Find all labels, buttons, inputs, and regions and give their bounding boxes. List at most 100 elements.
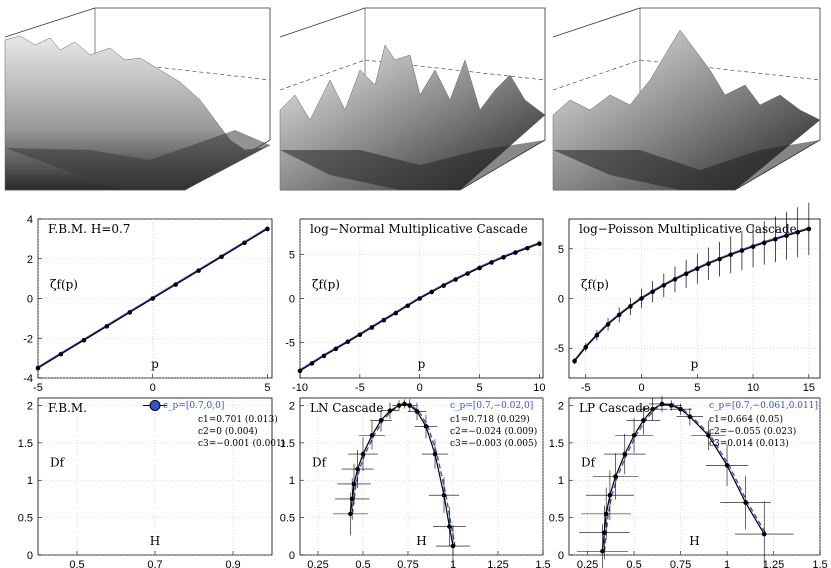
- data-point: [728, 252, 734, 258]
- x-tick-label: 5: [476, 382, 482, 394]
- x-tick-label: 1.25: [763, 559, 784, 568]
- coefficient-3: c3=0.014 (0.013): [709, 438, 789, 449]
- data-point: [381, 317, 387, 323]
- fit-label: c_p=[0.7,−0.061,0.011]: [709, 401, 818, 411]
- data-point: [583, 344, 589, 350]
- x-tick-label: 1.5: [812, 559, 827, 568]
- chart-title: LN Cascade: [310, 401, 383, 415]
- y-tick-label: -4: [23, 373, 33, 385]
- x-tick-label: 5: [264, 382, 270, 394]
- x-tick-label: 0.7: [147, 559, 162, 568]
- surface-plot-fbm: [4, 7, 271, 191]
- y-tick-label: 2: [27, 400, 33, 412]
- data-point: [650, 406, 655, 412]
- y-axis-label: Df: [50, 456, 66, 470]
- data-point: [724, 462, 730, 468]
- y-tick-label: 1: [558, 475, 564, 487]
- data-point: [387, 408, 393, 414]
- x-tick-label: 0: [150, 382, 156, 394]
- x-tick-label: 0.25: [577, 559, 598, 568]
- data-point: [405, 303, 411, 309]
- x-axis-label: p: [418, 357, 426, 371]
- x-tick-label: 0.75: [397, 559, 418, 568]
- data-point: [706, 433, 711, 438]
- data-point: [784, 233, 789, 238]
- data-point: [659, 401, 665, 407]
- coefficient-2: c2=−0.055 (0.023): [709, 426, 796, 437]
- coefficient-1: c1=0.718 (0.029): [450, 414, 530, 425]
- y-tick-label: 1.5: [280, 438, 295, 450]
- data-point: [683, 271, 689, 277]
- data-point: [447, 524, 452, 529]
- data-point: [795, 230, 800, 235]
- data-point: [687, 414, 693, 419]
- y-tick-label: 0: [289, 550, 295, 562]
- y-tick-label: 0: [27, 294, 33, 306]
- coefficient-1: c1=0.701 (0.013): [198, 414, 278, 425]
- data-point: [594, 332, 600, 338]
- data-point: [672, 277, 678, 282]
- data-point: [417, 296, 423, 301]
- data-point: [423, 424, 429, 429]
- coefficient-3: c3=−0.001 (0.001): [198, 438, 285, 449]
- x-tick-label: 1.5: [535, 559, 550, 568]
- data-point: [668, 403, 674, 408]
- data-point: [650, 289, 655, 295]
- chart-title: log−Normal Multiplicative Cascade: [310, 222, 528, 236]
- y-tick-label: 1.5: [549, 438, 564, 450]
- y-tick-label: -2: [23, 333, 33, 345]
- chart-title: F.B.M. H=0.7: [48, 222, 130, 236]
- y-tick-label: 2: [27, 254, 33, 266]
- data-point: [743, 500, 748, 505]
- surface-plot-ln: [279, 7, 546, 191]
- data-point: [717, 256, 722, 262]
- data-point: [58, 351, 64, 357]
- data-point: [357, 332, 363, 338]
- data-point: [196, 268, 201, 273]
- data-point: [149, 399, 161, 411]
- data-point: [355, 466, 360, 472]
- series-line: [574, 228, 809, 362]
- data-point: [489, 260, 494, 265]
- data-point: [393, 310, 399, 316]
- data-point: [628, 304, 633, 309]
- data-point: [450, 543, 456, 549]
- data-point: [761, 240, 767, 246]
- data-point: [639, 296, 644, 301]
- data-point: [104, 324, 110, 329]
- data-point: [761, 531, 767, 537]
- data-point: [432, 451, 438, 457]
- coefficient-2: c2=−0.024 (0.009): [450, 426, 537, 437]
- data-point: [441, 283, 446, 288]
- data-point: [525, 245, 530, 251]
- x-tick-label: 0.25: [307, 559, 328, 568]
- chart-panel-7: 0.25 0.5 0.75 1 1.25 1.500.511.52 LN CascadeHD…: [280, 397, 551, 568]
- chart-panel-4: -10 -5 0 5 10 -5 0 5 log−Normal Multiplicative C…: [285, 218, 546, 394]
- y-tick-label: 5: [558, 244, 564, 256]
- data-point: [537, 241, 542, 247]
- data-point: [616, 312, 622, 318]
- data-point: [607, 492, 613, 498]
- y-tick-label: 4: [27, 214, 33, 226]
- data-point: [360, 451, 366, 457]
- data-point: [127, 310, 133, 315]
- data-point: [678, 406, 683, 412]
- y-tick-label: 0.5: [549, 513, 564, 525]
- series-line: [349, 403, 454, 547]
- data-point: [739, 248, 745, 253]
- surface-plot-lp: [552, 7, 821, 191]
- y-axis-label: Df: [581, 456, 597, 470]
- data-point: [351, 481, 357, 487]
- y-axis-label: ζf(p): [50, 278, 78, 292]
- y-tick-label: 0.5: [280, 513, 295, 525]
- coefficient-1: c1=0.664 (0.05): [709, 414, 783, 425]
- data-point: [333, 346, 339, 352]
- data-point: [513, 250, 518, 255]
- data-point: [402, 401, 407, 407]
- data-point: [661, 283, 667, 288]
- fit-line: [574, 227, 810, 361]
- fit-label: c_p=[0.7,−0.02,0]: [450, 401, 533, 411]
- x-axis-label: p: [151, 357, 159, 371]
- data-point: [600, 548, 605, 554]
